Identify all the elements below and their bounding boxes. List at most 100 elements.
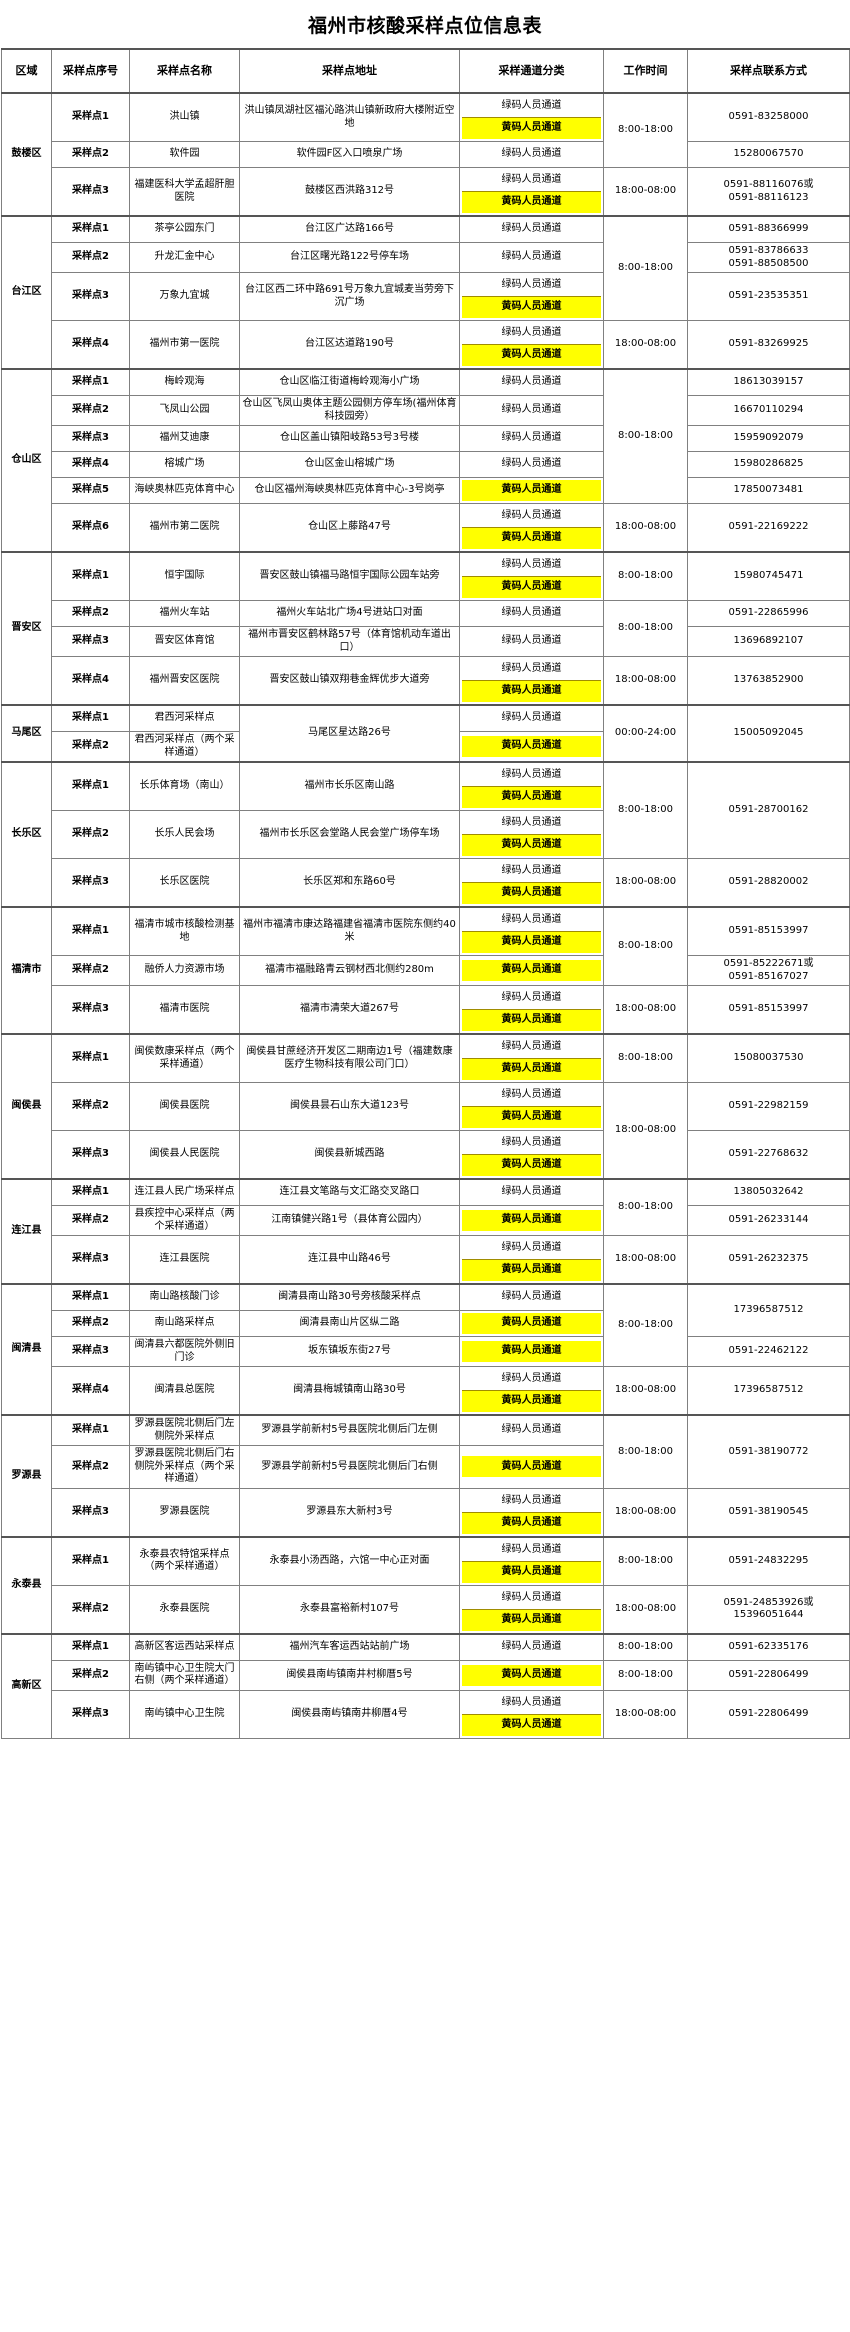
site-address-cell: 罗源县学前新村5号县医院北侧后门左侧: [239, 1414, 460, 1446]
contact-cell: 0591-22169222: [687, 503, 850, 553]
site-seq-cell: 采样点4: [51, 1366, 130, 1416]
channel-stack: 绿码人员通道: [462, 372, 601, 393]
channel-stack: 绿码人员通道 黄码人员通道: [462, 813, 601, 856]
contact-phone: 13763852900: [733, 674, 804, 686]
contact-phone: 0591-26232375: [728, 1253, 809, 1265]
site-seq-cell: 采样点1: [51, 906, 130, 956]
green-code-channel: 绿码人员通道: [462, 1133, 601, 1154]
table-row: 采样点2 永泰县医院 永泰县富裕新村107号 绿码人员通道 黄码人员通道 18:00-08…: [2, 1584, 850, 1634]
table-row: 采样点4 榕城广场 仓山区金山榕城广场 绿码人员通道 15980286825: [2, 451, 850, 478]
contact-cell: 0591-88366999: [687, 215, 850, 243]
site-address-cell: 仓山区上藤路47号: [239, 503, 460, 553]
site-name-cell: 福州火车站: [129, 600, 240, 627]
working-hours-cell: 8:00-18:00: [603, 1659, 688, 1691]
site-address-cell: 仓山区福州海峡奥林匹克体育中心-3号岗亭: [239, 477, 460, 504]
site-name-cell: 融侨人力资源市场: [129, 955, 240, 986]
site-name-cell: 闽侯数康采样点（两个采样通道）: [129, 1033, 240, 1083]
region-cell: 马尾区: [1, 704, 52, 763]
site-seq-label: 采样点6: [72, 521, 109, 533]
table-row: 高新区 采样点1 高新区客运西站采样点 福州汽车客运西站站前广场 绿码人员通道 8:00-…: [1, 1632, 850, 1739]
channel-stack: 绿码人员通道: [462, 631, 601, 652]
table-row: 采样点2 南山路采样点 闽清县南山片区纵二路 黄码人员通道: [2, 1310, 850, 1337]
site-address-cell: 闽清县南山片区纵二路: [239, 1310, 460, 1337]
site-seq-cell: 采样点3: [51, 985, 130, 1035]
site-seq-label: 采样点1: [72, 1052, 109, 1064]
table-row: 采样点2 南屿镇中心卫生院大门右侧（两个采样通道） 闽侯县南屿镇南井村柳厝5号 黄码人…: [2, 1659, 850, 1691]
site-seq-label: 采样点4: [72, 338, 109, 350]
contact-phone: 0591-22169222: [728, 521, 809, 533]
site-name-cell: 南山路采样点: [129, 1310, 240, 1337]
channel-cell: 绿码人员通道: [459, 600, 604, 627]
table-row: 采样点2 飞凤山公园 仓山区飞凤山奥体主题公园侧方停车场(福州体育科技园旁） 绿码人员…: [2, 395, 850, 426]
channel-stack: 黄码人员通道: [462, 480, 601, 501]
channel-stack: 绿码人员通道 黄码人员通道: [462, 988, 601, 1031]
yellow-code-channel: 黄码人员通道: [462, 960, 601, 981]
channel-stack: 绿码人员通道: [462, 428, 601, 449]
site-seq-cell: 采样点2: [51, 242, 130, 273]
table-row: 采样点4 福州市第一医院 台江区达道路190号 绿码人员通道 黄码人员通道 18:00-0…: [2, 320, 850, 370]
contact-phone: 18613039157: [733, 376, 804, 388]
table-row: 仓山区 采样点1 梅岭观海 仓山区临江街道梅岭观海小广场 绿码人员通道 8:00-18:0…: [1, 368, 850, 553]
site-name-cell: 福州市第一医院: [129, 320, 240, 370]
site-name-cell: 闽清县六都医院外侧旧门诊: [129, 1336, 240, 1367]
yellow-code-channel: 黄码人员通道: [462, 1341, 601, 1362]
contact-phone: 0591-22806499: [728, 1707, 809, 1719]
sampling-sites-table: 区域 采样点序号 采样点名称 采样点地址 采样通道分类 工作时间 采样点联系方式…: [1, 48, 850, 1739]
channel-cell: 黄码人员通道: [459, 731, 604, 763]
working-hours-cell: 8:00-18:00: [603, 215, 688, 321]
channel-stack: 绿码人员通道: [462, 1420, 601, 1441]
table-row: 采样点2 闽侯县医院 闽侯县昙石山东大道123号 绿码人员通道 黄码人员通道 18:00-…: [2, 1082, 850, 1180]
green-code-channel: 绿码人员通道: [462, 861, 601, 882]
site-seq-label: 采样点3: [72, 1148, 109, 1160]
site-seq-cell: 采样点3: [51, 1336, 130, 1367]
contact-phone: 0591-23535351: [728, 290, 809, 302]
table-row: 采样点3 晋安区体育馆 福州市晋安区鹤林路57号（体育馆机动车道出口） 绿码人员通道 1…: [2, 626, 850, 657]
channel-cell: 绿码人员通道: [459, 1632, 604, 1661]
site-address-cell: 闽侯县新城西路: [239, 1130, 460, 1180]
site-address-cell: 马尾区星达路26号: [239, 704, 460, 763]
green-code-channel: 绿码人员通道: [462, 275, 601, 296]
channel-cell: 绿码人员通道: [459, 425, 604, 452]
green-code-channel: 绿码人员通道: [462, 1287, 601, 1308]
site-name-cell: 升龙汇金中心: [129, 242, 240, 273]
site-address-cell: 永泰县小汤西路，六馆一中心正对面: [239, 1535, 460, 1586]
contact-phone: 0591-28820002: [728, 876, 809, 888]
yellow-code-channel: 黄码人员通道: [462, 1713, 601, 1736]
table-row: 采样点3 闽清县六都医院外侧旧门诊 坂东镇坂东街27号 黄码人员通道 0591-2246…: [2, 1336, 850, 1367]
working-hours-cell: 8:00-18:00: [603, 92, 688, 168]
table-row: 晋安区 采样点1 恒宇国际 晋安区鼓山镇福马路恒宇国际公园车站旁 绿码人员通道 黄码人员通…: [1, 551, 850, 706]
channel-cell: 绿码人员通道: [459, 1414, 604, 1446]
contact-cell: 15080037530: [687, 1033, 850, 1083]
page-root: 福州市核酸采样点位信息表 区域 采样点序号 采样点名称 采样点地址 采样通道分类…: [1, 14, 850, 1739]
contact-cell: 0591-24832295: [687, 1535, 850, 1586]
contact-phone: 13696892107: [733, 635, 804, 647]
site-name-cell: 连江县医院: [129, 1235, 240, 1285]
site-address-cell: 台江区曙光路122号停车场: [239, 242, 460, 273]
contact-phone: 15959092079: [733, 432, 804, 444]
channel-cell: 绿码人员通道 黄码人员通道: [459, 92, 604, 142]
table-row: 福清市 采样点1 福清市城市核酸检测基地 福州市福清市康达路福建省福清市医院东侧约40…: [1, 906, 850, 1035]
site-seq-cell: 采样点1: [51, 92, 130, 142]
table-row: 采样点2 软件园 软件园F区入口喷泉广场 绿码人员通道 15280067570: [2, 141, 850, 168]
site-seq-label: 采样点2: [72, 828, 109, 840]
region-cell: 闽清县: [1, 1283, 52, 1416]
site-seq-label: 采样点2: [72, 1100, 109, 1112]
channel-stack: 绿码人员通道 黄码人员通道: [462, 1238, 601, 1281]
channel-cell: 黄码人员通道: [459, 477, 604, 504]
site-address-cell: 福州汽车客运西站站前广场: [239, 1632, 460, 1661]
contact-phone: 0591-22982159: [728, 1100, 809, 1112]
site-seq-cell: 采样点3: [51, 1487, 130, 1537]
table-row: 采样点3 福清市医院 福清市清荣大道267号 绿码人员通道 黄码人员通道 18:00-08…: [2, 985, 850, 1035]
channel-cell: 绿码人员通道: [459, 1178, 604, 1206]
site-seq-cell: 采样点2: [51, 1205, 130, 1236]
contact-cell: 0591-22806499: [687, 1689, 850, 1739]
site-name-cell: 福州市第二医院: [129, 503, 240, 553]
channel-stack: 绿码人员通道 黄码人员通道: [462, 275, 601, 318]
region-cell: 福清市: [1, 906, 52, 1035]
working-hours-cell: 18:00-08:00: [603, 1487, 688, 1537]
site-address-cell: 闽清县梅城镇南山路30号: [239, 1366, 460, 1416]
green-code-channel: 绿码人员通道: [462, 1636, 601, 1658]
site-name-cell: 福州晋安区医院: [129, 656, 240, 706]
yellow-code-channel: 黄码人员通道: [462, 1560, 601, 1583]
channel-cell: 绿码人员通道 黄码人员通道: [459, 1130, 604, 1180]
